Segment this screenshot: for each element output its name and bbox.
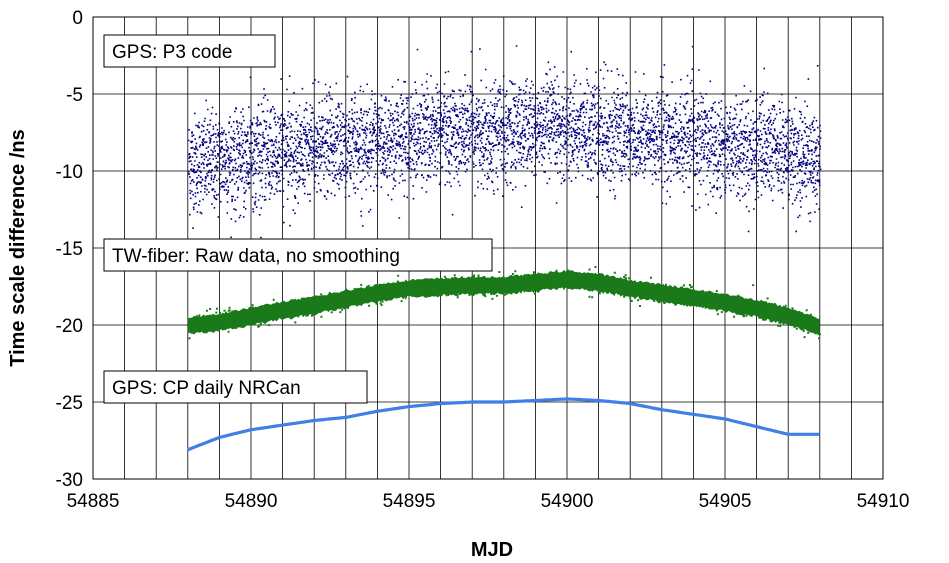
x-tick-label: 54910 bbox=[857, 491, 910, 512]
series-tw-fiber-markers bbox=[187, 266, 821, 340]
x-tick-label: 54905 bbox=[699, 491, 752, 512]
y-tick-label: -10 bbox=[56, 162, 83, 183]
annotation-label: GPS: CP daily NRCan bbox=[103, 370, 368, 404]
annotation-box bbox=[103, 34, 276, 68]
x-tick-label: 54900 bbox=[541, 491, 594, 512]
series-layer bbox=[187, 45, 822, 452]
x-tick-label: 54890 bbox=[225, 491, 278, 512]
series-tw-fiber-band bbox=[187, 269, 820, 337]
x-tick-label: 54895 bbox=[383, 491, 436, 512]
series-gps-cp-line bbox=[187, 397, 820, 452]
y-tick-label: -5 bbox=[66, 85, 83, 106]
series-tw-fiber bbox=[187, 266, 821, 340]
x-tick-label: 54885 bbox=[67, 491, 120, 512]
series-gps-p3-points bbox=[187, 45, 822, 239]
annotation-label: GPS: P3 code bbox=[103, 34, 276, 68]
y-axis-title: Time scale difference /ns bbox=[7, 129, 29, 367]
annotation-box bbox=[103, 238, 493, 272]
plot-frame bbox=[92, 16, 884, 480]
annotation-text: TW-fiber: Raw data, no smoothing bbox=[112, 246, 400, 267]
y-tick-label: 0 bbox=[72, 8, 83, 29]
annotation-text: GPS: CP daily NRCan bbox=[112, 378, 301, 399]
tick-labels: 54885 54890 54895 54900 54905 54910 0 -5 -10 -15 -… bbox=[56, 8, 910, 512]
y-tick-label: -20 bbox=[56, 316, 83, 337]
y-tick-label: -25 bbox=[56, 393, 83, 414]
annotation-label: TW-fiber: Raw data, no smoothing bbox=[103, 238, 493, 272]
y-tick-label: -30 bbox=[56, 470, 83, 491]
y-tick-label: -15 bbox=[56, 239, 83, 260]
annotations: GPS: P3 code TW-fiber: Raw data, no smoot… bbox=[103, 34, 493, 404]
annotation-box bbox=[103, 370, 368, 404]
annotation-text: GPS: P3 code bbox=[112, 42, 232, 63]
x-axis-title: MJD bbox=[471, 539, 513, 561]
series-gps-p3-markers bbox=[187, 45, 822, 239]
